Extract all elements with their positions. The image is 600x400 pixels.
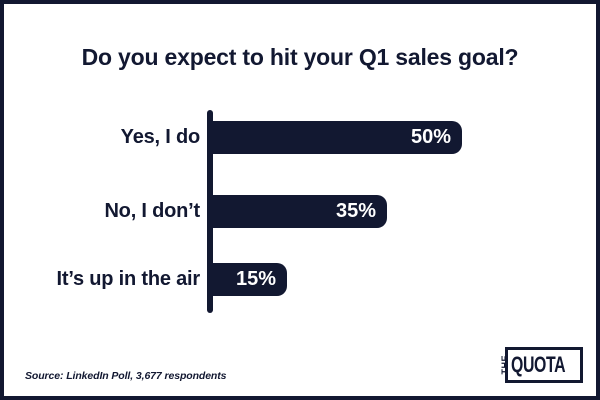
source-note: Source: LinkedIn Poll, 3,677 respondents [25, 370, 227, 382]
category-label-no: No, I don’t [104, 200, 200, 222]
category-axis-line [207, 110, 213, 313]
value-label-yes: 50% [410, 126, 451, 148]
category-label-yes: Yes, I do [120, 126, 201, 148]
logo-quota-text: QUOTA [511, 352, 566, 377]
category-label-up-in-the-air: It’s up in the air [56, 268, 201, 290]
chart-title: Do you expect to hit your Q1 sales goal? [81, 44, 519, 70]
bar-up-in-the-air: 15% [212, 263, 287, 296]
the-quota-logo: THE QUOTA [500, 347, 583, 383]
bar-yes: 50% [212, 121, 462, 154]
value-label-no: 35% [335, 200, 376, 222]
value-label-up-in-the-air: 15% [235, 268, 276, 290]
logo-the-text: THE [500, 355, 511, 375]
bar-no: 35% [212, 195, 387, 228]
